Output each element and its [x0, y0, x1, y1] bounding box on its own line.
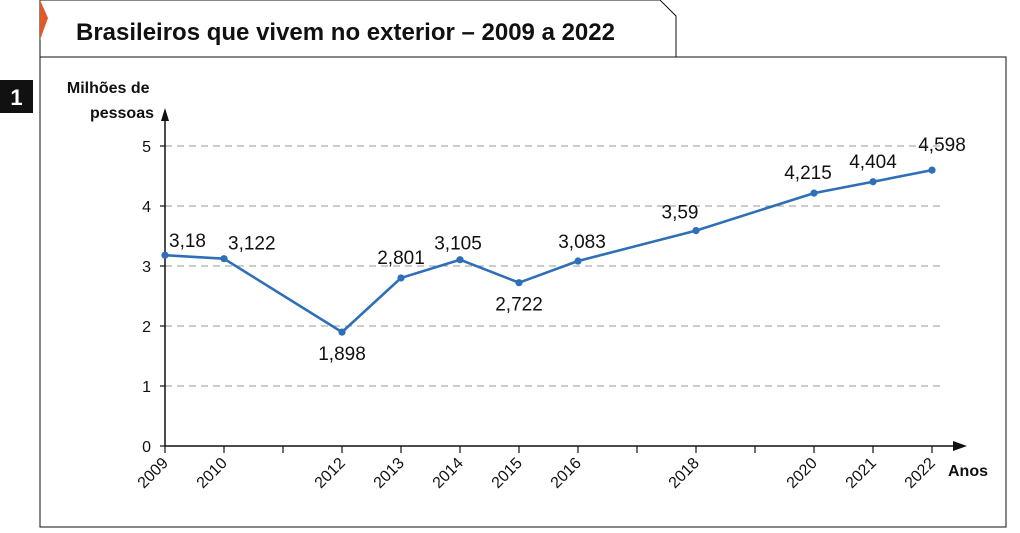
y-axis-arrow	[161, 108, 169, 121]
data-point	[161, 251, 169, 259]
x-tick-label: 2022	[902, 455, 939, 492]
chart-title: Brasileiros que vivem no exterior – 2009…	[76, 19, 615, 46]
data-point	[456, 256, 464, 264]
x-axis-arrow	[953, 441, 967, 451]
x-tick-label: 2009	[135, 455, 172, 492]
grid-lines	[165, 145, 945, 387]
y-tick-label: 5	[142, 139, 151, 156]
y-tick-label: 1	[142, 379, 151, 396]
figure-number-badge	[0, 80, 33, 113]
data-label: 2,722	[495, 295, 543, 316]
data-label: 3,105	[434, 234, 482, 255]
data-point	[220, 255, 228, 263]
data-label: 4,404	[849, 152, 897, 173]
data-point	[692, 227, 700, 235]
y-tick-label: 0	[142, 439, 151, 456]
x-tick-label: 2014	[430, 455, 467, 492]
data-label: 1,898	[318, 344, 366, 365]
data-label: 4,598	[918, 135, 966, 156]
y-axis-title: Milhões de pessoas	[67, 80, 154, 122]
data-point	[574, 257, 582, 265]
x-tick-label: 2012	[312, 455, 349, 492]
x-tick-label: 2010	[194, 455, 231, 492]
y-axis-title-line-2: pessoas	[90, 105, 154, 122]
data-label: 3,59	[662, 203, 699, 224]
x-tick-labels: 2009 2010 2012 2013 2014 2015 2016 2018 2020 2021…	[135, 455, 939, 492]
x-tick-label: 2021	[843, 455, 880, 492]
y-tick-labels: 0 1 2 3 4 5	[142, 139, 151, 456]
x-tick-label: 2013	[371, 455, 408, 492]
x-tick-label: 2016	[548, 455, 585, 492]
data-label: 2,801	[377, 248, 425, 269]
data-point	[338, 328, 346, 336]
y-axis-title-line-1: Milhões de	[67, 80, 150, 97]
data-point	[869, 178, 877, 186]
data-labels: 3,18 3,122 1,898 2,801 3,105 2,722 3,083 3,59 4,…	[169, 135, 966, 365]
accent-corner	[40, 0, 48, 40]
data-label: 3,122	[228, 234, 276, 255]
x-tick-label: 2018	[666, 455, 703, 492]
data-point	[515, 279, 523, 287]
axes	[160, 108, 967, 453]
data-label: 3,083	[558, 232, 606, 253]
series	[161, 166, 936, 336]
x-tick-label: 2020	[784, 455, 821, 492]
x-axis-title: Anos	[948, 463, 988, 480]
data-label: 3,18	[169, 231, 206, 252]
data-point	[397, 274, 405, 282]
y-tick-label: 4	[142, 199, 151, 216]
figure-number: 1	[10, 85, 22, 110]
data-point	[810, 189, 818, 197]
x-tick-label: 2015	[489, 455, 526, 492]
data-point	[928, 166, 936, 174]
chart-frame	[39, 56, 1007, 528]
data-label: 4,215	[784, 163, 832, 184]
y-tick-label: 2	[142, 319, 151, 336]
y-tick-label: 3	[142, 259, 151, 276]
